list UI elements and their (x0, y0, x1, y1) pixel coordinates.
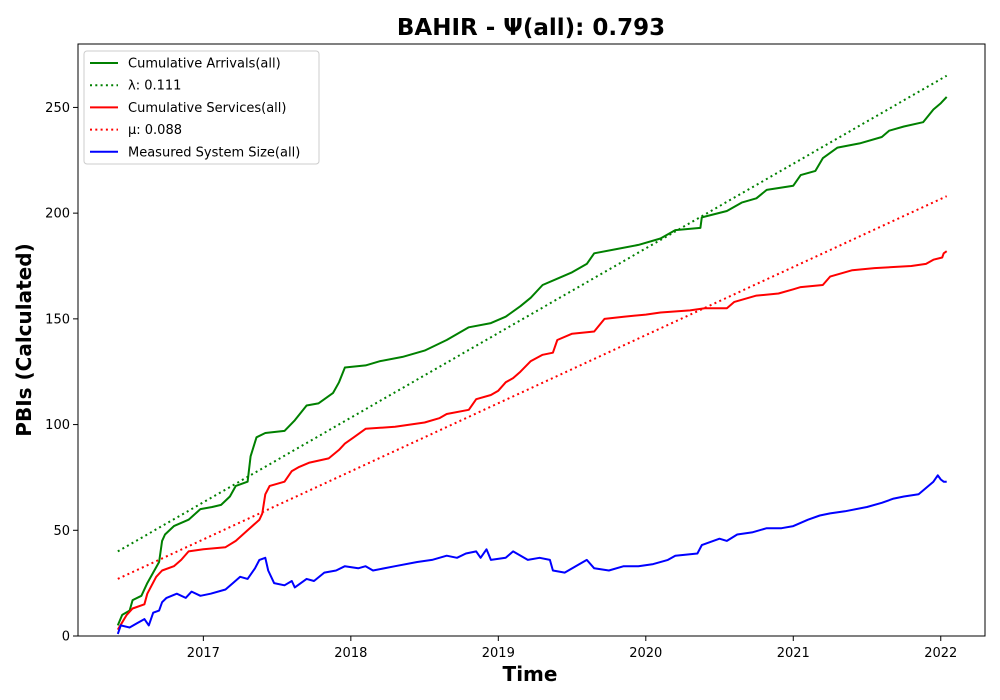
x-tick-label: 2022 (924, 646, 957, 661)
x-tick-label: 2021 (777, 646, 810, 661)
y-axis-title: PBIs (Calculated) (12, 243, 36, 436)
y-tick-label: 250 (45, 101, 70, 116)
x-axis: 2017 2018 2019 2020 2021 2022 (187, 636, 957, 661)
y-tick-label: 200 (45, 207, 70, 222)
plot-area (116, 74, 948, 635)
series-line-1 (117, 74, 948, 553)
x-axis-title: Time (503, 662, 558, 686)
series-line-0 (116, 96, 948, 626)
legend-label: μ: 0.088 (128, 123, 182, 138)
legend-box (83, 50, 320, 165)
chart-title: BAHIR - Ψ(all): 0.793 (397, 15, 665, 41)
y-tick-label: 0 (62, 630, 70, 645)
legend-label: λ: 0.111 (128, 79, 181, 94)
y-axis: 0 50 100 150 200 250 (45, 101, 78, 645)
legend-label: Measured System Size(all) (128, 145, 300, 160)
legend: Cumulative Arrivals(all) λ: 0.111 Cumulati… (83, 50, 320, 165)
y-tick-label: 100 (45, 418, 70, 433)
x-tick-label: 2020 (629, 646, 662, 661)
legend-label: Cumulative Services(all) (128, 101, 286, 116)
series-line-4 (116, 474, 947, 635)
plot-frame (77, 43, 986, 637)
y-tick-label: 50 (53, 524, 70, 539)
y-tick-label: 150 (45, 312, 70, 327)
series-line-3 (117, 195, 948, 580)
x-tick-label: 2019 (482, 646, 515, 661)
x-tick-label: 2017 (187, 646, 220, 661)
series-line-2 (116, 250, 948, 631)
x-tick-label: 2018 (334, 646, 367, 661)
legend-label: Cumulative Arrivals(all) (128, 57, 281, 72)
